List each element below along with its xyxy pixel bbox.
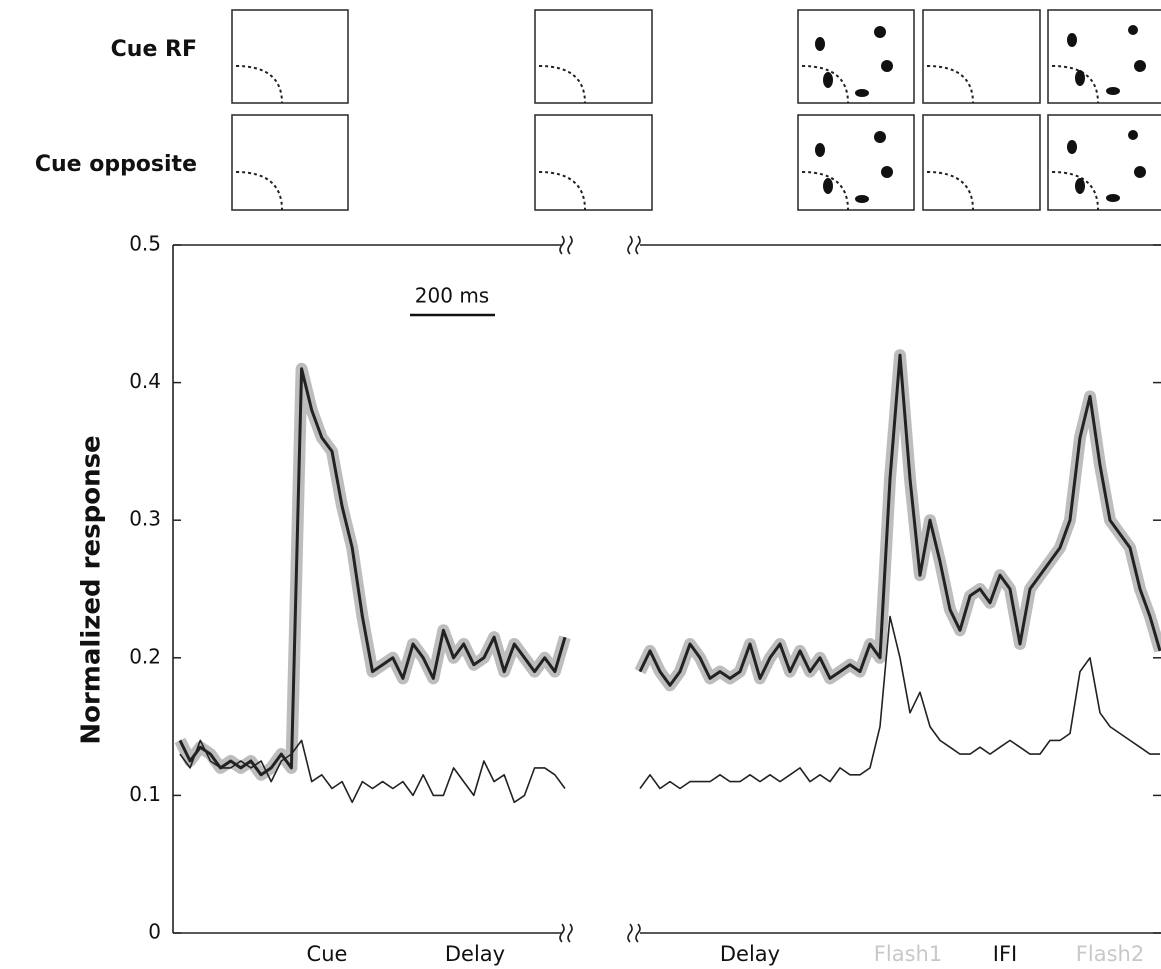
series-line [639,615,1160,790]
grating [1128,25,1138,35]
y-tick-label: 0.1 [129,782,161,806]
axis-break [627,235,641,255]
series-line [178,367,567,777]
grating [815,37,825,51]
rf-outline [801,171,849,211]
axis-break [559,923,573,943]
y-tick-label: 0.3 [129,507,161,531]
stim-box [922,9,1041,104]
grating [1134,166,1146,178]
stim-box [534,9,653,104]
stim-box [1047,114,1161,211]
grating [1134,60,1146,72]
scale-bar-label: 200 ms [415,284,489,308]
rf-outline [1051,171,1099,211]
grating [881,166,893,178]
grating [881,60,893,72]
stim-box [231,9,349,104]
axis-break [627,923,641,943]
cue-opposite-row [231,114,1161,211]
grating [1067,140,1077,154]
series-line [638,353,1161,687]
rf-outline [926,65,974,104]
x-category-label: Flash2 [1076,942,1144,966]
rf-outline [235,171,283,211]
rf-outline [235,65,283,104]
axes [172,235,1161,943]
row-label: Cue opposite [35,152,197,177]
grating [823,178,833,194]
rf-outline [538,171,586,211]
stim-box [534,114,653,211]
error-band [174,362,571,781]
stim-box [797,114,915,211]
series-line [179,739,566,804]
rf-outline [538,65,586,104]
grating [1106,194,1120,202]
axis-break [559,235,573,255]
y-tick-label: 0.4 [129,369,161,393]
cue-rf-row [231,9,1161,104]
grating [874,26,886,38]
stimulus-icons [231,9,1161,211]
x-category-label: IFI [993,942,1017,966]
x-category-label: Cue [307,942,348,966]
row-label: Cue RF [111,37,197,62]
rf-outline [1051,65,1099,104]
y-axis-label: Normalized response [77,435,107,744]
x-category-label: Delay [720,942,780,966]
x-category-label: Delay [445,942,505,966]
y-tick-label: 0.5 [129,232,161,256]
rf-outline [801,65,849,104]
grating [815,143,825,157]
stim-box [797,9,915,104]
grating [855,195,869,203]
grating [1067,33,1077,47]
rf-outline [926,171,974,211]
error-band [634,349,1161,692]
y-tick-label: 0 [148,920,161,944]
grating [1128,130,1138,140]
stim-box [231,114,349,211]
grating [1075,178,1085,194]
grating [1106,87,1120,95]
x-category-label: Flash1 [874,942,942,966]
grating [1075,70,1085,86]
grating [823,72,833,88]
y-tick-label: 0.2 [129,644,161,668]
grating [855,89,869,97]
grating [874,131,886,143]
stim-box [922,114,1041,211]
stim-box [1047,9,1161,104]
